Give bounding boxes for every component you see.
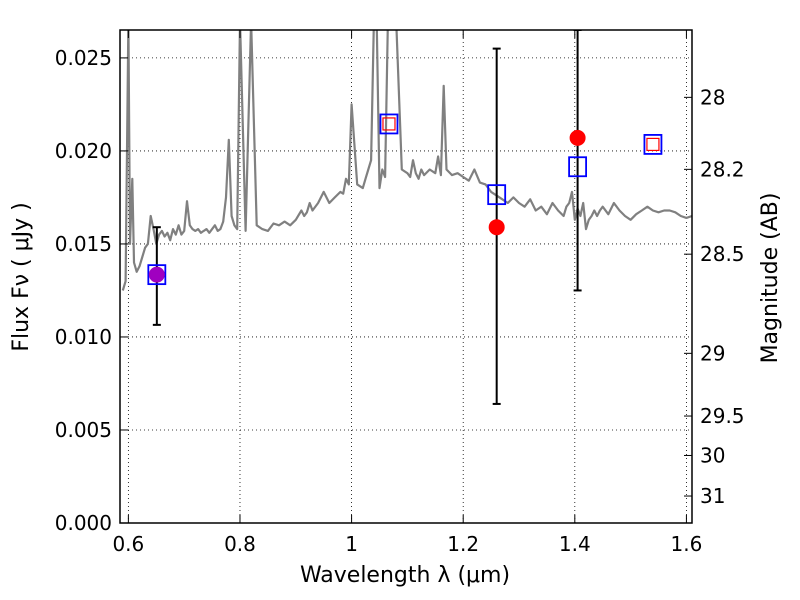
observed-point [148, 266, 165, 283]
y-tick-label: 0.025 [55, 46, 112, 70]
model-square-marker [487, 184, 507, 206]
y2-tick-label: 29 [700, 341, 725, 365]
observed-point [488, 219, 505, 236]
x-tick-label: 1 [345, 532, 358, 556]
y-axis-label: Flux Fν ( μJy ) [9, 202, 34, 351]
model-square-marker [147, 264, 167, 286]
x-tick-label: 1.6 [671, 532, 703, 556]
model-square-inner [382, 117, 396, 131]
x-tick-label: 0.6 [112, 532, 144, 556]
y-tick-label: 0.015 [55, 232, 112, 256]
y2-tick-label: 29.5 [700, 404, 745, 428]
y-tick-label: 0.010 [55, 325, 112, 349]
spectrum-line [121, 30, 692, 291]
x-tick-label: 1.2 [447, 532, 479, 556]
x-tick-label: 0.8 [224, 532, 256, 556]
y-tick-label: 0.005 [55, 418, 112, 442]
plot-area [121, 30, 692, 405]
y2-tick-label: 28 [700, 85, 725, 109]
y2-tick-label: 28.5 [700, 242, 745, 266]
observed-point [569, 129, 586, 146]
y2-tick-label: 30 [700, 443, 725, 467]
x-axis-label: Wavelength λ (μm) [300, 563, 510, 588]
y-tick-label: 0.000 [55, 511, 112, 535]
plot-frame [119, 29, 693, 524]
model-square-marker [379, 113, 399, 135]
axis-ticks: 0.6 0.8 1 1.2 1.4 1.6 0.000 0.005 0.010 0.015 0.02… [55, 30, 745, 556]
y2-tick-label: 28.2 [700, 157, 745, 181]
model-square-marker [568, 156, 587, 178]
x-tick-label: 1.4 [559, 532, 591, 556]
y2-tick-label: 31 [700, 484, 725, 508]
grid [120, 30, 692, 524]
model-square-inner [646, 137, 660, 152]
y2-axis-label: Magnitude (AB) [758, 193, 783, 364]
y-tick-label: 0.020 [55, 139, 112, 163]
model-square-marker [643, 134, 663, 155]
